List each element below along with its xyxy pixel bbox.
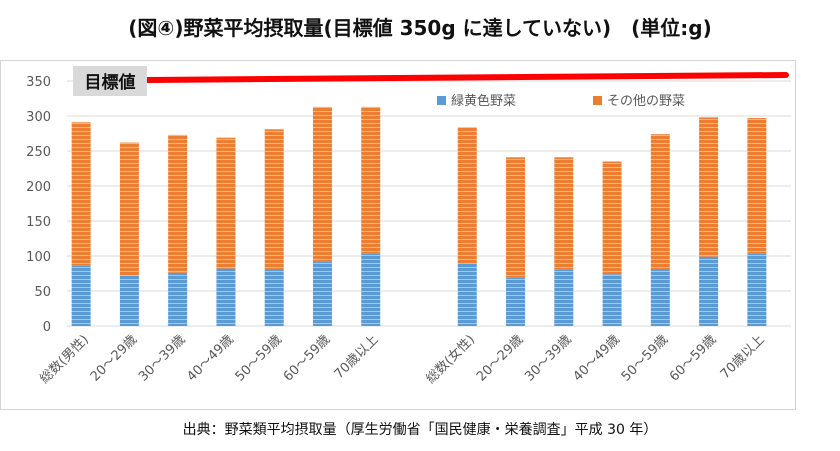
bar-segment — [71, 122, 91, 266]
x-category-label: 20～29歳 — [88, 332, 140, 384]
bar-segment — [168, 272, 188, 326]
bar-segment — [457, 127, 477, 263]
x-category-label: 50～59歳 — [619, 332, 671, 384]
bar-segment — [312, 106, 332, 262]
bar-segment — [747, 253, 767, 326]
page-title: (図④)野菜平均摂取量(目標値 350g に達していない) (単位:g) — [128, 16, 712, 40]
target-line — [144, 72, 789, 83]
x-category-label: 総数(女性) — [423, 332, 478, 387]
y-tick-label: 250 — [26, 145, 51, 160]
bar-segment — [119, 142, 139, 276]
bar-segment — [216, 137, 236, 269]
x-category-label: 総数(男性) — [37, 332, 92, 387]
y-tick-label: 0 — [43, 320, 51, 335]
legend-swatch — [593, 96, 602, 105]
bar-segment — [168, 134, 188, 273]
x-category-label: 60～59歳 — [281, 332, 333, 384]
bar-segment — [554, 157, 574, 270]
y-tick-label: 50 — [34, 285, 51, 300]
bar-segment — [264, 270, 284, 326]
legend-swatch — [437, 96, 446, 105]
bar-segment — [71, 265, 91, 326]
bar-segment — [699, 117, 719, 257]
bar-segment — [602, 161, 622, 275]
x-category-label: 20～29歳 — [474, 332, 526, 384]
x-category-label: 40～49歳 — [184, 332, 236, 384]
bar-segment — [312, 261, 332, 326]
x-category-label: 70歳以上 — [718, 332, 768, 382]
target-label-bg — [73, 66, 147, 96]
bar-segment — [506, 277, 526, 326]
bar-segment — [119, 275, 139, 326]
chart-area: 0 50 100 150 200 250 300 350 総数(男性) 20～29歳 30～39歳 4… — [0, 60, 796, 410]
legend-label: その他の野菜 — [607, 94, 685, 109]
y-tick-label: 150 — [26, 215, 51, 230]
bar-segment — [506, 157, 526, 278]
y-tick-label: 300 — [26, 110, 51, 125]
bar-segment — [264, 129, 284, 270]
x-category-label: 40～49歳 — [571, 332, 623, 384]
x-category-label: 60～59歳 — [667, 332, 719, 384]
x-category-label: 30～39歳 — [522, 332, 574, 384]
stacked-bar-chart: 050100150200250300350総数(男性)20～29歳30～39歳4… — [26, 66, 791, 387]
y-tick-label: 350 — [26, 75, 51, 90]
x-category-label: 50～59歳 — [233, 332, 285, 384]
source-note: 出典：野菜類平均摂取量（厚生労働省「国民健康・栄養調査」平成 30 年） — [182, 422, 658, 438]
bar-segment — [747, 118, 767, 254]
bar-segment — [361, 253, 381, 326]
bar-segment — [699, 256, 719, 326]
target-label: 目標値 — [85, 72, 136, 93]
bar-segment — [216, 268, 236, 326]
legend-label: 緑黄色野菜 — [451, 93, 516, 109]
bar-segment — [650, 270, 670, 326]
bar-segment — [361, 106, 381, 254]
bar-segment — [602, 274, 622, 326]
bar-segment — [554, 269, 574, 326]
bar-segment — [457, 263, 477, 326]
x-category-label: 70歳以上 — [332, 332, 382, 382]
bar-segment — [650, 134, 670, 270]
y-tick-label: 200 — [26, 180, 51, 195]
y-tick-label: 100 — [26, 250, 51, 265]
x-category-label: 30～39歳 — [136, 332, 188, 384]
